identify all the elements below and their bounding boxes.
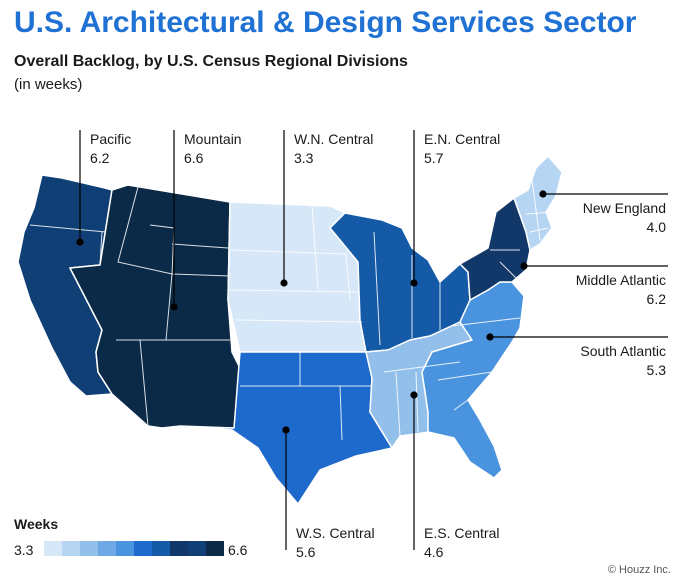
legend-swatch [44, 541, 62, 556]
units-note: (in weeks) [14, 76, 83, 93]
legend-color-scale [44, 541, 224, 556]
label-en-central: E.N. Central 5.7 [424, 131, 500, 166]
chart-subtitle: Overall Backlog, by U.S. Census Regional… [14, 53, 408, 70]
region-shapes [17, 155, 563, 505]
label-mountain: Mountain 6.6 [184, 131, 242, 166]
region-value: 6.6 [184, 150, 204, 166]
legend-min-label: 3.3 [14, 542, 34, 558]
region-name: E.N. Central [424, 131, 500, 147]
legend-swatch [170, 541, 188, 556]
region-name: E.S. Central [424, 525, 499, 541]
label-pacific: Pacific 6.2 [90, 131, 131, 166]
region-value: 6.2 [90, 150, 110, 166]
region-name: South Atlantic [580, 343, 666, 359]
region-value: 4.6 [424, 544, 444, 560]
label-ws-central: W.S. Central 5.6 [296, 525, 375, 560]
legend-swatch [188, 541, 206, 556]
region-name: W.N. Central [294, 131, 373, 147]
legend-max-label: 6.6 [228, 542, 248, 558]
copyright-credit: © Houzz Inc. [607, 564, 671, 576]
region-value: 4.0 [647, 219, 667, 235]
label-es-central: E.S. Central 4.6 [424, 525, 499, 560]
label-new-england: New England 4.0 [583, 200, 666, 235]
region-shape-south-atlantic [421, 281, 525, 479]
region-value: 5.3 [647, 362, 667, 378]
legend-title: Weeks [14, 516, 59, 532]
legend-swatch [116, 541, 134, 556]
region-value: 6.2 [647, 291, 667, 307]
region-value: 5.6 [296, 544, 316, 560]
legend-swatch [134, 541, 152, 556]
state-borders [29, 179, 553, 441]
leader-lines [76, 130, 668, 550]
region-name: Mountain [184, 131, 242, 147]
legend-swatch [80, 541, 98, 556]
region-value: 3.3 [294, 150, 314, 166]
label-middle-atlantic: Middle Atlantic 6.2 [576, 272, 666, 307]
legend-swatch [152, 541, 170, 556]
region-value: 5.7 [424, 150, 444, 166]
legend-swatch [98, 541, 116, 556]
region-name: Pacific [90, 131, 131, 147]
region-shape-new-england [513, 155, 563, 251]
label-wn-central: W.N. Central 3.3 [294, 131, 373, 166]
legend-swatch [62, 541, 80, 556]
chart-title: U.S. Architectural & Design Services Sec… [14, 6, 637, 39]
region-name: W.S. Central [296, 525, 375, 541]
region-name: Middle Atlantic [576, 272, 666, 288]
region-name: New England [583, 200, 666, 216]
label-south-atlantic: South Atlantic 5.3 [580, 343, 666, 378]
legend-swatch [206, 541, 224, 556]
